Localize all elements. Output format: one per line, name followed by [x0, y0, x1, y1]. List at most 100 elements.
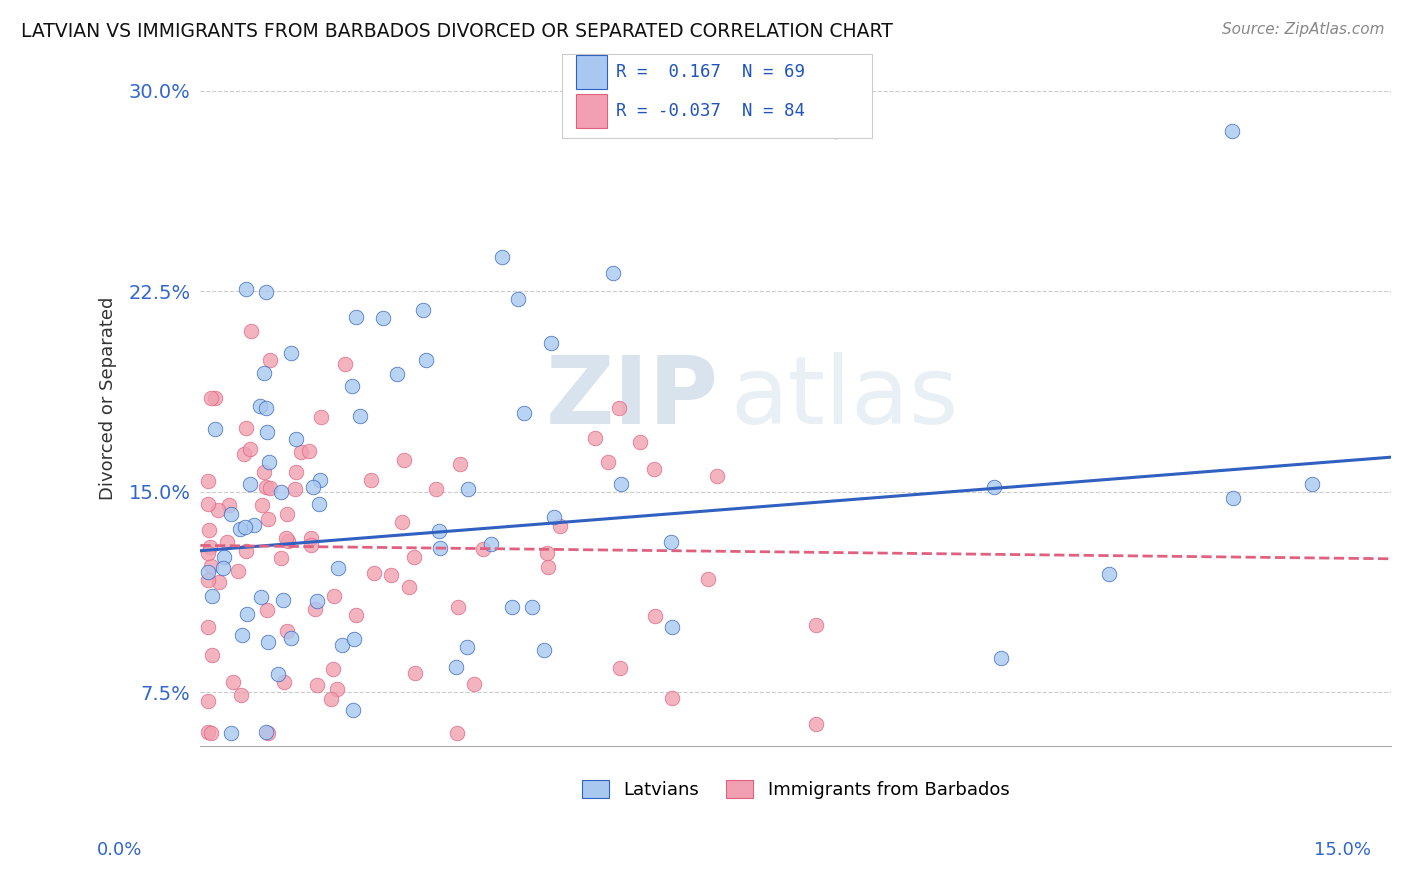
- Point: [463, 677, 485, 691]
- Point: [240, 325, 263, 339]
- Point: [284, 432, 307, 446]
- Point: [197, 546, 219, 560]
- Point: [533, 643, 555, 657]
- Text: Source: ZipAtlas.com: Source: ZipAtlas.com: [1222, 22, 1385, 37]
- Point: [229, 522, 252, 536]
- Point: [804, 716, 827, 731]
- Point: [404, 666, 426, 681]
- Point: [1098, 566, 1121, 581]
- Point: [344, 607, 367, 622]
- Point: [197, 620, 219, 634]
- Point: [217, 535, 239, 549]
- Point: [447, 600, 470, 615]
- Point: [706, 469, 728, 483]
- Point: [506, 293, 529, 307]
- Point: [254, 480, 277, 494]
- Point: [446, 725, 468, 739]
- Point: [380, 568, 402, 582]
- Point: [197, 474, 219, 488]
- Text: 15.0%: 15.0%: [1315, 840, 1371, 858]
- Point: [824, 124, 846, 138]
- Point: [602, 266, 624, 280]
- Point: [284, 482, 307, 496]
- Point: [309, 410, 332, 425]
- Point: [273, 675, 295, 690]
- Point: [259, 481, 281, 495]
- Point: [197, 497, 219, 511]
- Point: [226, 564, 249, 578]
- Point: [200, 558, 222, 573]
- Point: [450, 457, 472, 471]
- Point: [256, 425, 278, 440]
- Point: [456, 640, 478, 654]
- Point: [219, 725, 242, 739]
- Point: [204, 392, 226, 406]
- Point: [253, 465, 276, 479]
- Point: [301, 479, 323, 493]
- Point: [344, 310, 367, 324]
- Point: [661, 690, 683, 705]
- Point: [326, 561, 349, 575]
- Point: [444, 659, 467, 673]
- Point: [198, 524, 221, 538]
- Point: [231, 628, 253, 642]
- Legend: Latvians, Immigrants from Barbados: Latvians, Immigrants from Barbados: [575, 772, 1017, 806]
- Point: [239, 477, 262, 491]
- Point: [659, 535, 682, 549]
- Point: [200, 392, 222, 406]
- Point: [197, 725, 219, 739]
- Point: [214, 549, 236, 564]
- Point: [252, 498, 274, 512]
- Point: [299, 538, 322, 552]
- Point: [197, 565, 219, 579]
- Point: [305, 593, 328, 607]
- Point: [243, 517, 266, 532]
- Point: [550, 519, 572, 533]
- Y-axis label: Divorced or Separated: Divorced or Separated: [100, 297, 117, 500]
- Point: [233, 519, 256, 533]
- Point: [253, 367, 276, 381]
- Point: [326, 681, 349, 696]
- Point: [583, 431, 606, 445]
- Point: [208, 575, 231, 590]
- Point: [1220, 124, 1243, 138]
- Point: [609, 661, 631, 675]
- Text: R =  0.167  N = 69: R = 0.167 N = 69: [616, 63, 804, 81]
- Point: [696, 572, 718, 586]
- Point: [276, 531, 298, 545]
- Point: [201, 648, 224, 662]
- Point: [222, 675, 245, 690]
- Point: [207, 503, 229, 517]
- Point: [360, 473, 382, 487]
- Point: [256, 602, 278, 616]
- Point: [290, 445, 312, 459]
- Point: [537, 560, 560, 574]
- Point: [391, 516, 413, 530]
- Point: [342, 703, 364, 717]
- Point: [235, 543, 257, 558]
- Point: [305, 678, 328, 692]
- Point: [276, 507, 298, 521]
- Point: [270, 551, 292, 566]
- Point: [200, 725, 222, 739]
- Point: [491, 250, 513, 264]
- Point: [280, 632, 302, 646]
- Point: [610, 477, 633, 491]
- Point: [501, 599, 523, 614]
- Point: [298, 444, 321, 458]
- Point: [322, 662, 344, 676]
- Text: 0.0%: 0.0%: [97, 840, 142, 858]
- Point: [201, 590, 224, 604]
- Point: [371, 311, 394, 326]
- Point: [218, 498, 240, 512]
- Point: [204, 422, 226, 436]
- Point: [481, 537, 503, 551]
- Point: [235, 420, 257, 434]
- Point: [471, 541, 494, 556]
- Point: [304, 602, 326, 616]
- Point: [513, 406, 536, 420]
- Point: [308, 498, 330, 512]
- Point: [229, 688, 252, 702]
- Point: [598, 455, 620, 469]
- Point: [267, 667, 290, 681]
